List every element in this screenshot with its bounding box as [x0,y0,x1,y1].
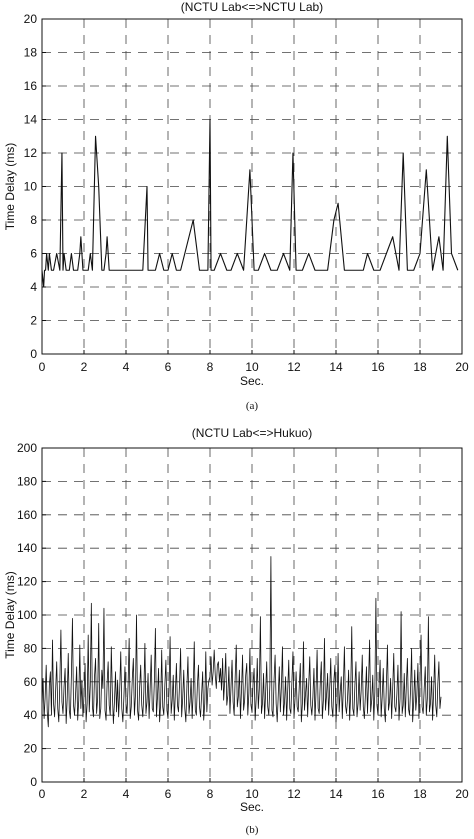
chart-2-caption: (b) [246,824,259,836]
chart-1-x-tick-label-6: 12 [287,360,301,374]
chart-1-y-tick-label-5: 10 [24,180,38,194]
chart-2-y-tick-label-2: 40 [24,708,38,722]
chart-1-x-tick-label-1: 2 [81,360,88,374]
chart-2-y-tick-label-1: 20 [24,742,38,756]
chart-1-x-tick-label-10: 20 [455,360,469,374]
chart-2-y-axis-label: Time Delay (ms) [3,571,17,659]
chart-2-x-tick-label-6: 12 [287,787,301,801]
chart-1-x-tick-label-2: 4 [123,360,130,374]
chart-1-title: (NCTU Lab<=>NCTU Lab) [181,0,323,14]
chart-2-y-tick-label-7: 140 [17,541,37,555]
chart-2-x-tick-label-5: 10 [245,787,259,801]
chart-2-x-axis-label: Sec. [240,800,264,814]
chart-2-y-tick-label-8: 160 [17,508,37,522]
chart-2-x-tick-label-9: 18 [413,787,427,801]
chart-2-x-tick-label-10: 20 [455,787,469,801]
chart-2-y-tick-label-6: 120 [17,575,37,589]
chart-1-caption: (a) [246,400,259,412]
chart-1-x-tick-label-8: 16 [371,360,385,374]
chart-1-y-tick-label-0: 0 [30,347,37,361]
chart-1-y-tick-label-6: 12 [24,146,38,160]
chart-2-title: (NCTU Lab<=>Hukuo) [192,426,312,440]
chart-2-x-tick-label-3: 6 [165,787,172,801]
chart-2-y-tick-label-4: 80 [24,641,38,655]
chart-1-y-axis-label: Time Delay (ms) [3,143,17,231]
chart-2-x-tick-label-1: 2 [81,787,88,801]
chart-1-y-tick-label-10: 20 [24,12,38,26]
chart-1-y-tick-label-9: 18 [24,46,38,60]
chart-1-y-tick-label-4: 8 [30,213,37,227]
chart-2-x-tick-label-7: 14 [329,787,343,801]
chart-1-x-tick-label-0: 0 [39,360,46,374]
chart-2-y-tick-label-9: 180 [17,474,37,488]
chart-1-y-tick-label-7: 14 [24,113,38,127]
chart-2-y-tick-label-10: 200 [17,441,37,455]
chart-2-x-tick-label-2: 4 [123,787,130,801]
chart-1-x-tick-label-4: 8 [207,360,214,374]
chart-2-y-tick-label-5: 100 [17,608,37,622]
chart-2-series-line [41,556,442,728]
chart-1-series-line [41,118,459,288]
chart-2-y-tick-label-3: 60 [24,675,38,689]
chart-2-x-tick-label-8: 16 [371,787,385,801]
chart-2-y-tick-label-0: 0 [30,775,37,789]
chart-1-y-tick-label-2: 4 [30,280,37,294]
chart-1-y-tick-label-1: 2 [30,314,37,328]
chart-1-y-tick-label-3: 6 [30,247,37,261]
chart-1-x-tick-label-9: 18 [413,360,427,374]
chart-1-x-tick-label-7: 14 [329,360,343,374]
chart-2-x-tick-label-0: 0 [39,787,46,801]
chart-1-y-tick-label-8: 16 [24,79,38,93]
chart-1-x-tick-label-3: 6 [165,360,172,374]
chart-1-x-tick-label-5: 10 [245,360,259,374]
chart-2-x-tick-label-4: 8 [207,787,214,801]
chart-1-x-axis-label: Sec. [240,374,264,388]
